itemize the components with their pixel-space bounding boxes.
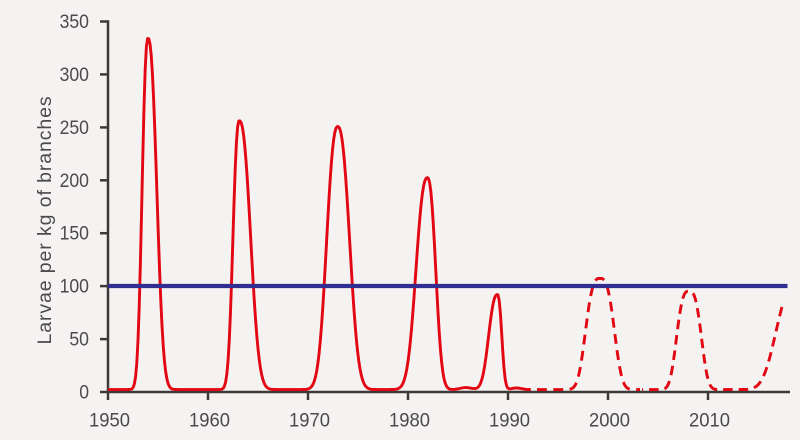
svg-text:1990: 1990 xyxy=(489,410,530,432)
svg-text:200: 200 xyxy=(60,170,90,192)
svg-text:250: 250 xyxy=(60,117,90,139)
svg-text:1970: 1970 xyxy=(289,410,330,432)
svg-text:2000: 2000 xyxy=(589,410,630,432)
svg-text:1960: 1960 xyxy=(189,410,230,432)
svg-text:0: 0 xyxy=(79,382,89,404)
svg-text:350: 350 xyxy=(60,11,90,33)
svg-text:50: 50 xyxy=(69,329,89,351)
svg-text:1950: 1950 xyxy=(89,410,130,432)
svg-text:100: 100 xyxy=(60,276,90,298)
svg-text:300: 300 xyxy=(60,64,90,86)
svg-text:150: 150 xyxy=(60,223,90,245)
svg-text:1980: 1980 xyxy=(389,410,430,432)
svg-text:Larvae per kg of branches: Larvae per kg of branches xyxy=(34,95,56,344)
svg-text:2010: 2010 xyxy=(689,410,730,432)
